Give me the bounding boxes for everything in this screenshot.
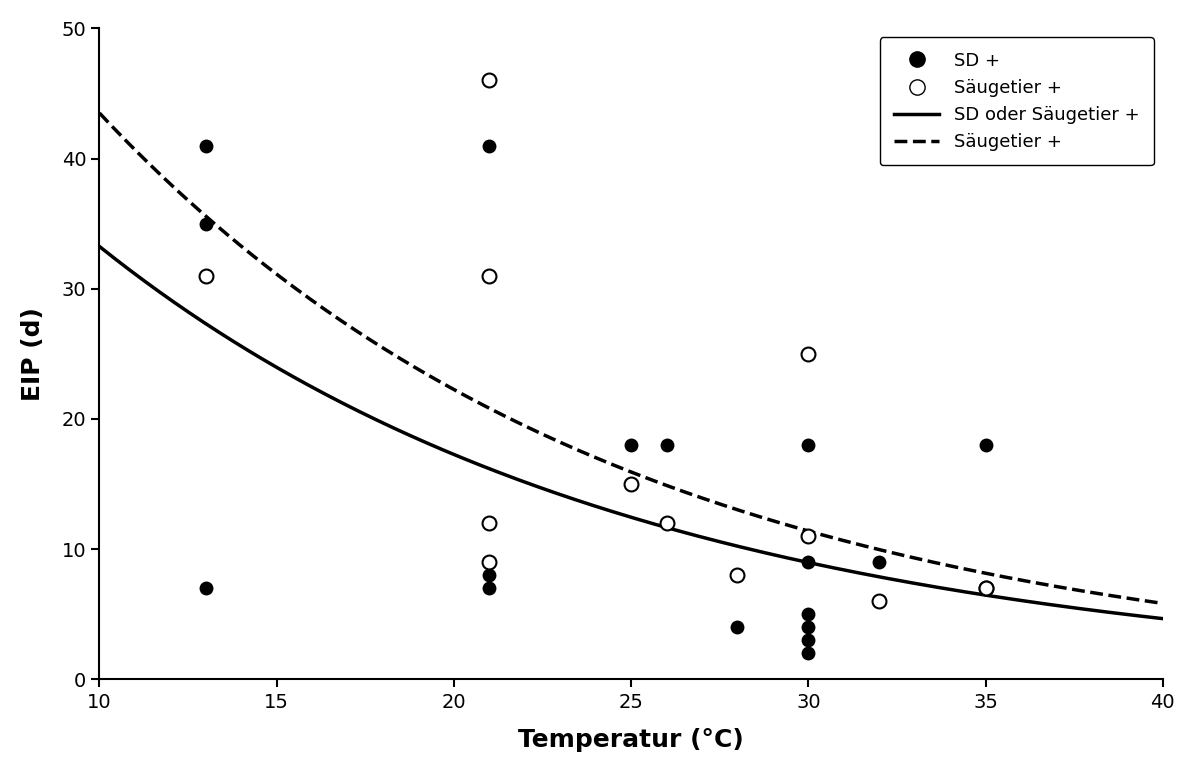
Point bbox=[196, 582, 215, 594]
Point bbox=[480, 582, 499, 594]
Point bbox=[196, 270, 215, 282]
Point bbox=[196, 139, 215, 152]
Point bbox=[799, 530, 818, 543]
Point bbox=[799, 621, 818, 633]
X-axis label: Temperatur (°C): Temperatur (°C) bbox=[518, 728, 744, 752]
Point bbox=[799, 530, 818, 543]
Point bbox=[196, 217, 215, 230]
Point bbox=[480, 517, 499, 530]
Point bbox=[728, 621, 748, 633]
Point bbox=[480, 139, 499, 152]
Point bbox=[799, 634, 818, 646]
Point bbox=[799, 348, 818, 360]
Point bbox=[799, 608, 818, 621]
Point bbox=[657, 439, 676, 451]
Point bbox=[480, 270, 499, 282]
Point bbox=[480, 569, 499, 581]
Y-axis label: EIP (d): EIP (d) bbox=[20, 307, 44, 400]
Point bbox=[976, 439, 995, 451]
Point bbox=[657, 517, 676, 530]
Legend: SD +, Säugetier +, SD oder Säugetier +, Säugetier +: SD +, Säugetier +, SD oder Säugetier +, … bbox=[880, 37, 1154, 165]
Point bbox=[976, 582, 995, 594]
Point bbox=[799, 439, 818, 451]
Point bbox=[622, 439, 641, 451]
Point bbox=[480, 556, 499, 568]
Point bbox=[869, 556, 889, 568]
Point bbox=[728, 569, 748, 581]
Point bbox=[799, 647, 818, 659]
Point bbox=[869, 595, 889, 608]
Point bbox=[976, 582, 995, 594]
Point bbox=[622, 478, 641, 490]
Point bbox=[480, 74, 499, 87]
Point bbox=[799, 556, 818, 568]
